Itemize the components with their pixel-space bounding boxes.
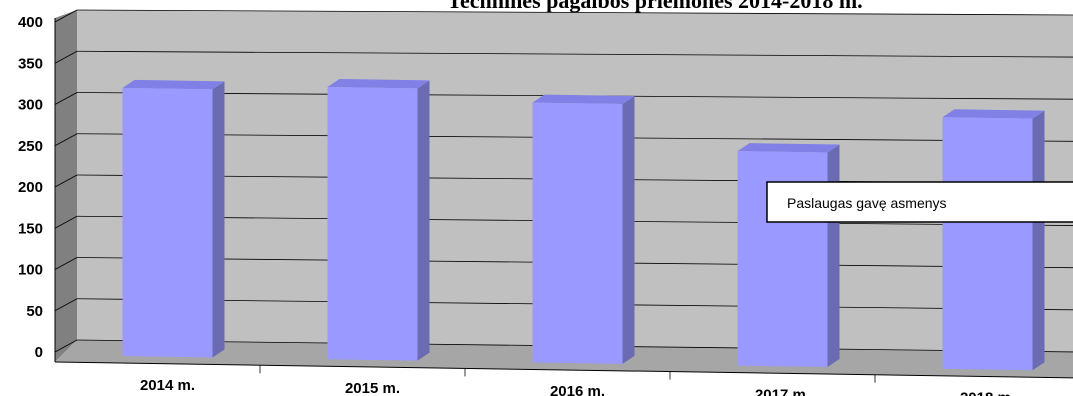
y-tick-label: 300 (18, 97, 43, 114)
y-tick-label: 400 (18, 14, 43, 31)
chart-title: Techninės pagalbos priemonės 2014-2018 m… (447, 0, 862, 13)
bar (737, 143, 840, 368)
x-tick-label: 2017 m. (755, 386, 810, 396)
gridline-left-wall (54, 50, 78, 64)
y-tick-label: 100 (18, 262, 43, 279)
y-tick-label: 200 (18, 179, 43, 196)
legend-box (766, 181, 1073, 223)
bar (327, 79, 430, 361)
x-tick-label: 2014 m. (140, 377, 195, 394)
legend-entry: Paslaugas gavę asmenys (787, 195, 947, 211)
gridline-left-wall (54, 339, 78, 353)
gridline-left-wall (54, 92, 78, 105)
bar-top (942, 109, 1045, 119)
bar-side (827, 144, 840, 368)
x-tick-label: 2016 m. (550, 383, 605, 396)
gridline (76, 9, 1073, 16)
x-tick-labels: 2014 m. 2015 m. 2016 m. 2017 m. 2018 m. (140, 365, 1015, 396)
y-tick-label: 150 (18, 220, 43, 237)
bar-side (1032, 110, 1045, 371)
bar-top (327, 79, 430, 89)
bar-top (737, 143, 840, 153)
bar-front (532, 102, 623, 364)
x-tick-label: 2015 m. (345, 380, 400, 396)
bar-side (417, 80, 430, 361)
bar (532, 94, 635, 364)
y-tick-labels: 0 50 100 150 200 250 300 350 400 (18, 14, 43, 361)
bar-side (212, 81, 225, 358)
y-tick-label: 50 (26, 303, 43, 320)
y-tick-label: 350 (18, 55, 43, 72)
y-tick-label: 0 (35, 344, 43, 361)
bar-top (532, 94, 635, 104)
gridline-left-wall (54, 257, 78, 270)
gridline-left-wall (54, 174, 78, 188)
x-tick-label: 2018 m. (960, 390, 1015, 396)
chart-left-wall (55, 10, 77, 362)
gridline-left-wall (54, 298, 78, 312)
bar (122, 79, 225, 358)
y-tick-label: 250 (18, 138, 43, 155)
bar-front (122, 87, 213, 358)
bar-side (622, 95, 635, 364)
gridline-left-wall (54, 133, 78, 147)
bar-top (122, 79, 225, 90)
axes (54, 18, 1073, 379)
bar-front (942, 117, 1033, 371)
bars (122, 79, 1045, 371)
x-axis-line (54, 361, 1073, 379)
gridline (76, 50, 1073, 58)
gridline-left-wall (54, 215, 78, 229)
bar-front (327, 87, 418, 361)
bar (942, 109, 1045, 371)
gridline-left-wall (54, 9, 78, 23)
legend: Paslaugas gavę asmenys (766, 181, 1073, 223)
